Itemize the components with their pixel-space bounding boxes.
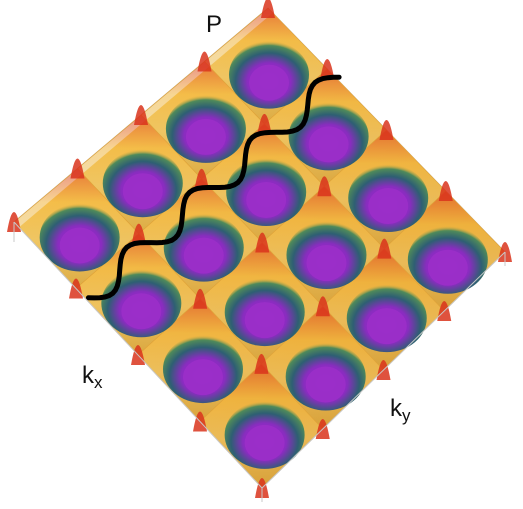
valley-core <box>183 237 224 274</box>
kx-axis-sub: x <box>94 373 103 392</box>
surface-peak <box>438 181 453 201</box>
path-curve <box>85 74 342 301</box>
ky-axis-sub: y <box>402 406 411 425</box>
box-edge <box>261 251 506 489</box>
valley-core <box>249 64 290 101</box>
surface-peak <box>134 105 148 125</box>
valley-core <box>368 188 409 225</box>
valley-core <box>366 308 407 345</box>
valley-core <box>121 293 162 330</box>
surface-peak <box>254 353 269 374</box>
vertical-axis-label: P <box>206 13 222 37</box>
valley-core <box>308 126 349 163</box>
surface-peak <box>255 232 270 253</box>
valley-core <box>246 181 287 218</box>
valley-core <box>182 359 223 396</box>
surface-peak <box>317 176 332 197</box>
ky-axis-main: k <box>390 395 402 422</box>
valley-core <box>427 249 468 286</box>
surface-peak <box>193 288 208 309</box>
valley-core <box>244 424 285 461</box>
surface-peak <box>131 223 146 244</box>
surface-peak <box>320 59 335 79</box>
surface-peak <box>315 296 330 317</box>
surface-peak <box>70 158 85 179</box>
surface-peak <box>194 168 209 189</box>
surface-peak <box>261 0 275 18</box>
vertical-axis-text: P <box>206 11 223 38</box>
surface-peak <box>257 113 272 134</box>
kx-axis-main: k <box>82 362 94 389</box>
valley-core <box>59 227 100 264</box>
valley-core <box>306 245 347 282</box>
valley-core <box>305 366 346 403</box>
bounding-box-front <box>13 221 506 502</box>
valley-core <box>185 118 226 155</box>
surface-peak <box>197 51 212 72</box>
valley-core <box>244 302 285 339</box>
kx-axis-label: kx <box>82 362 103 392</box>
surface-valleys <box>39 40 488 469</box>
surface-peak <box>379 120 394 140</box>
valley-core <box>122 173 163 210</box>
box-edge <box>13 221 263 489</box>
surface-peak <box>377 238 392 259</box>
ky-axis-label: ky <box>390 395 411 425</box>
